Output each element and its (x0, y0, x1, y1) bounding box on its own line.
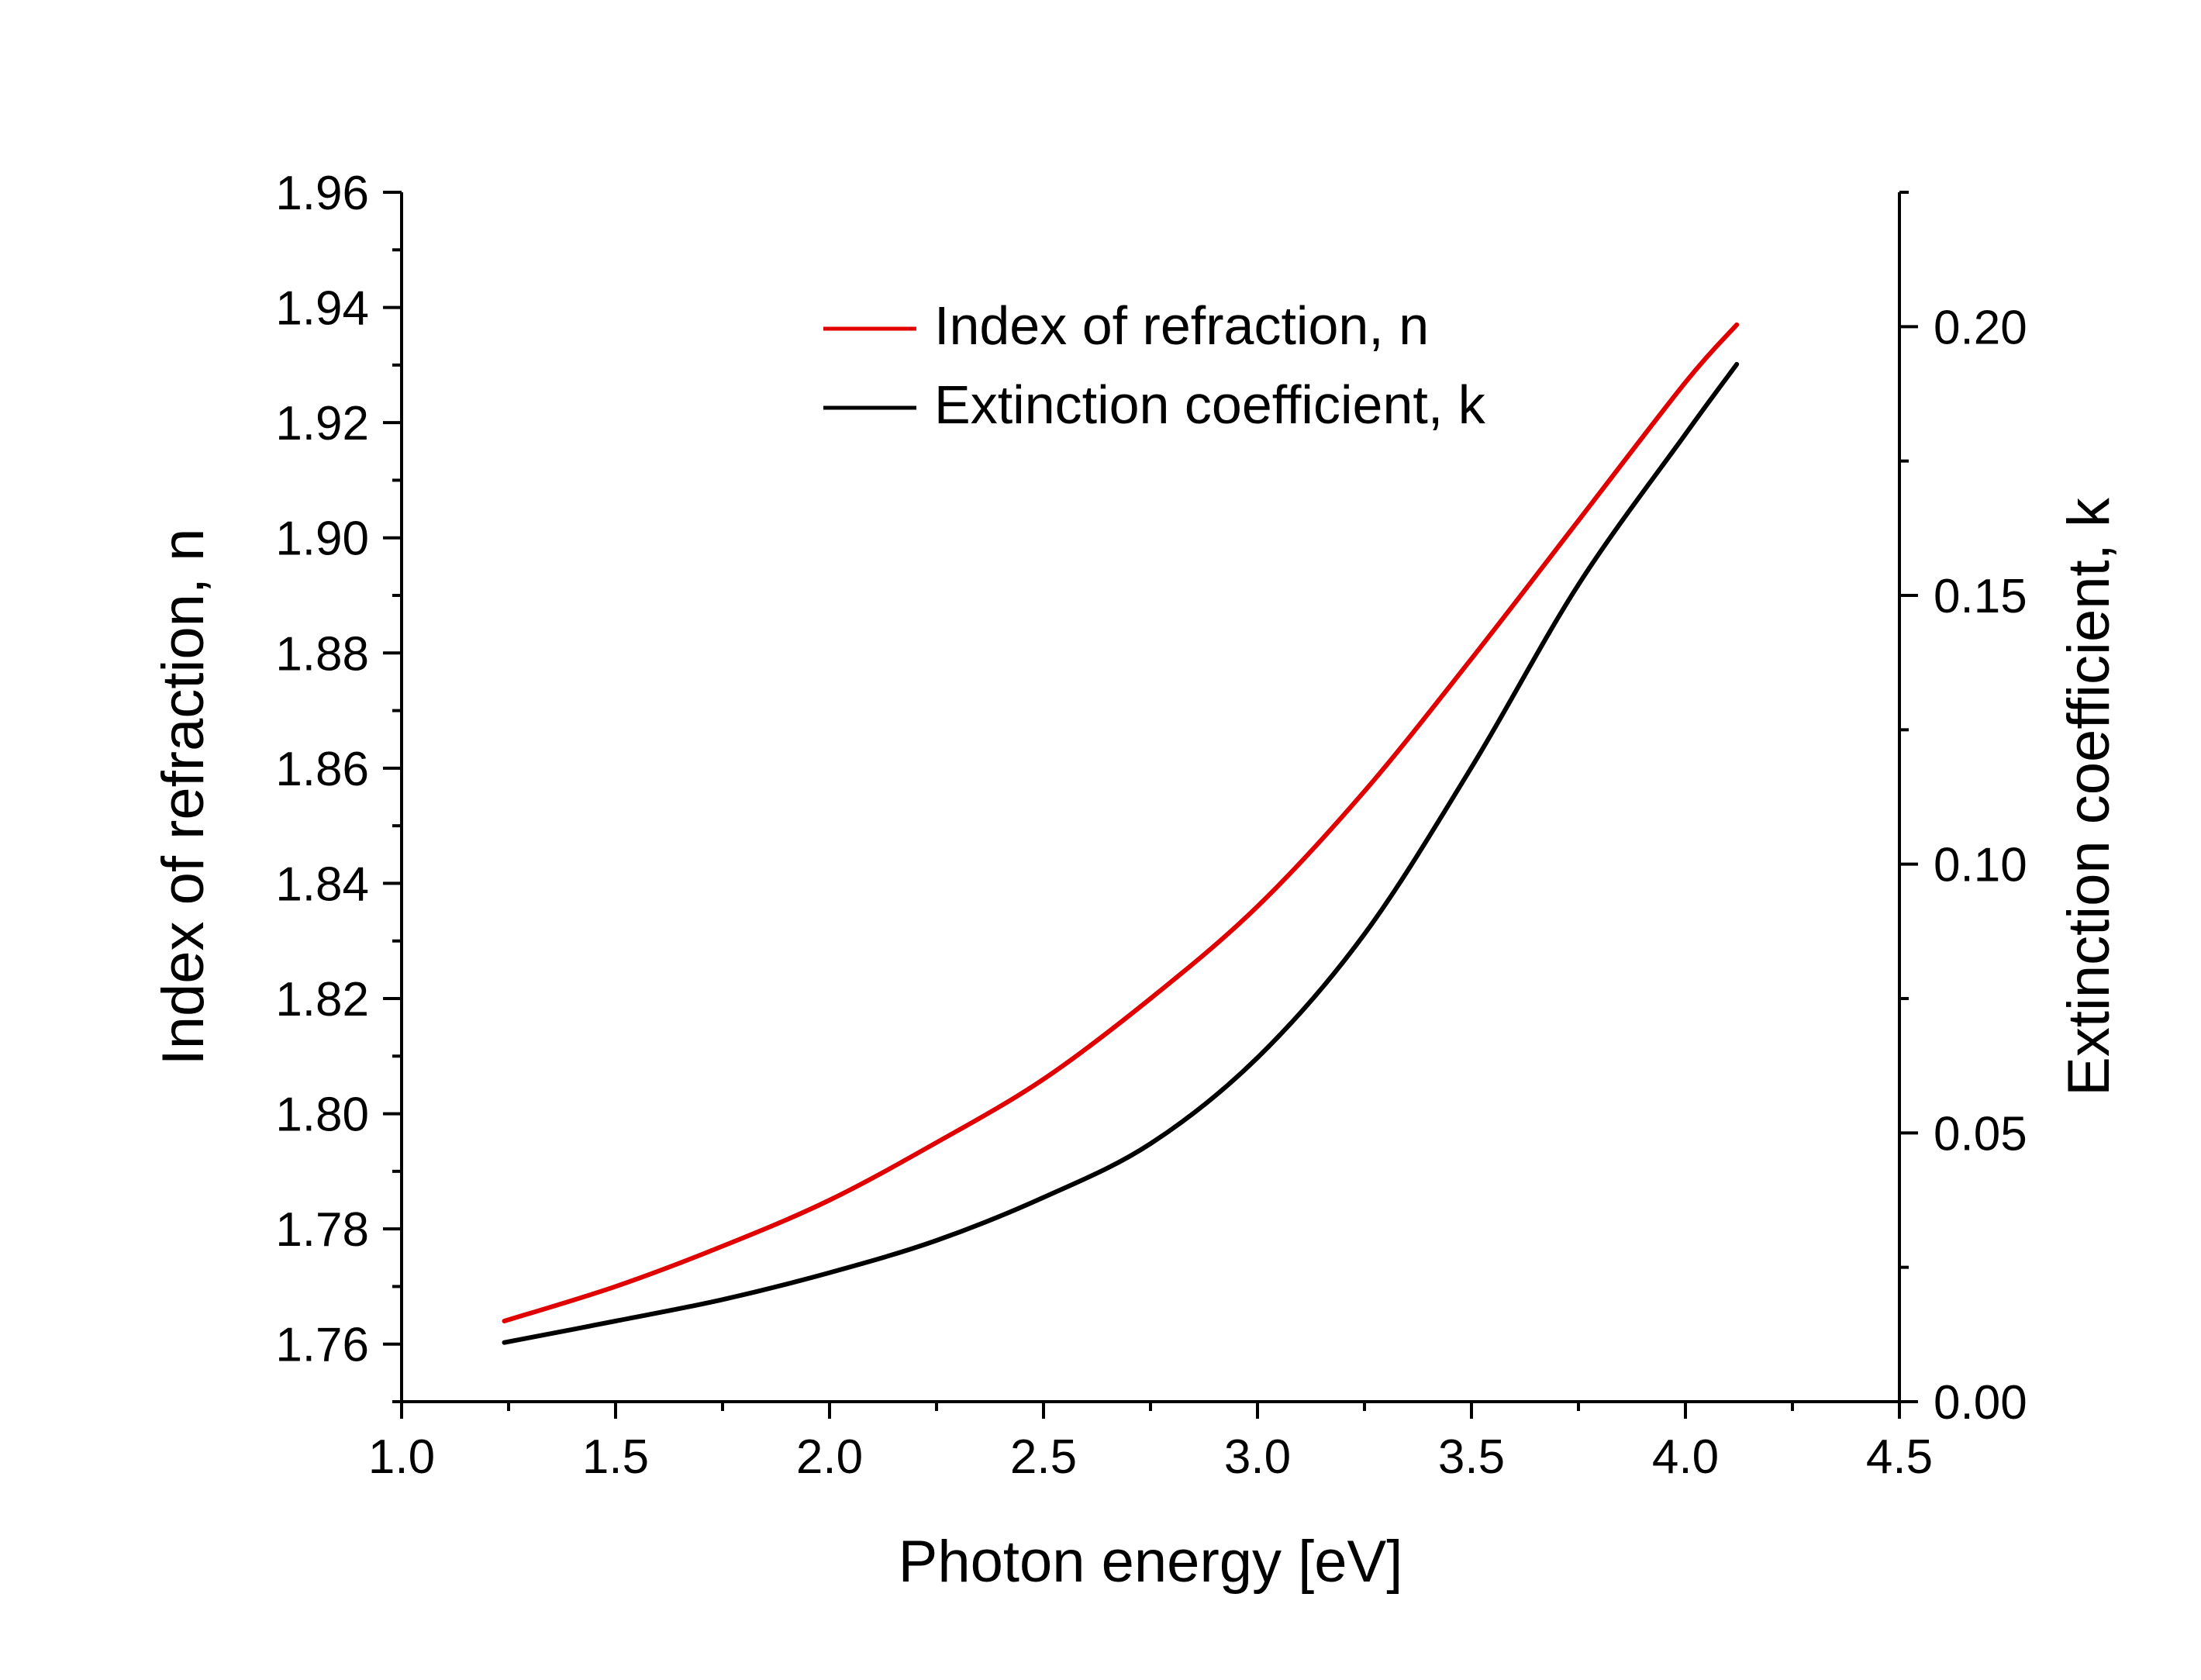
x-tick-label: 2.0 (796, 1430, 863, 1484)
left-y-tick-label: 1.76 (275, 1319, 369, 1372)
series-line-k (502, 361, 1740, 1345)
right-y-tick-label: 0.10 (1934, 839, 2027, 892)
right-y-tick-label: 0.05 (1934, 1107, 2027, 1161)
x-tick-label: 3.0 (1224, 1430, 1291, 1484)
left-y-tick-label: 1.78 (275, 1203, 369, 1257)
left-y-tick-label: 1.94 (275, 282, 369, 336)
left-y-tick-label: 1.92 (275, 397, 369, 450)
left-y-tick-label: 1.80 (275, 1088, 369, 1142)
x-tick-label: 4.0 (1652, 1430, 1719, 1484)
right-y-axis-title: Extinction coefficient, k (2056, 497, 2122, 1096)
tick-layer: 1.0 1.5 2.0 2.5 3.0 3.5 4.0 4.5 1.76 1.78 1.80 1.82… (275, 167, 2027, 1484)
right-y-tick-label: 0.20 (1934, 301, 2027, 354)
x-tick-label: 3.5 (1438, 1430, 1505, 1484)
legend-label-n: Index of refraction, n (934, 295, 1429, 356)
left-y-tick-label: 1.86 (275, 743, 369, 796)
line-layer (502, 322, 1740, 1345)
left-y-tick-label: 1.84 (275, 857, 369, 911)
x-tick-label: 4.5 (1866, 1430, 1933, 1484)
x-axis-title: Photon energy [eV] (899, 1529, 1403, 1595)
legend-label-k: Extinction coefficient, k (934, 374, 1486, 435)
left-y-axis-title: Index of refraction, n (150, 529, 216, 1066)
x-tick-label: 1.5 (582, 1430, 649, 1484)
left-y-tick-label: 1.90 (275, 512, 369, 566)
left-y-tick-label: 1.96 (275, 167, 369, 220)
legend: Index of refraction, n Extinction coeffi… (823, 295, 1486, 435)
left-y-tick-label: 1.88 (275, 627, 369, 681)
series-line-n (502, 322, 1740, 1323)
left-y-tick-label: 1.82 (275, 973, 369, 1026)
right-y-tick-label: 0.00 (1934, 1376, 2027, 1430)
x-tick-label: 2.5 (1010, 1430, 1077, 1484)
x-tick-label: 1.0 (368, 1430, 435, 1484)
right-y-tick-label: 0.15 (1934, 570, 2027, 623)
